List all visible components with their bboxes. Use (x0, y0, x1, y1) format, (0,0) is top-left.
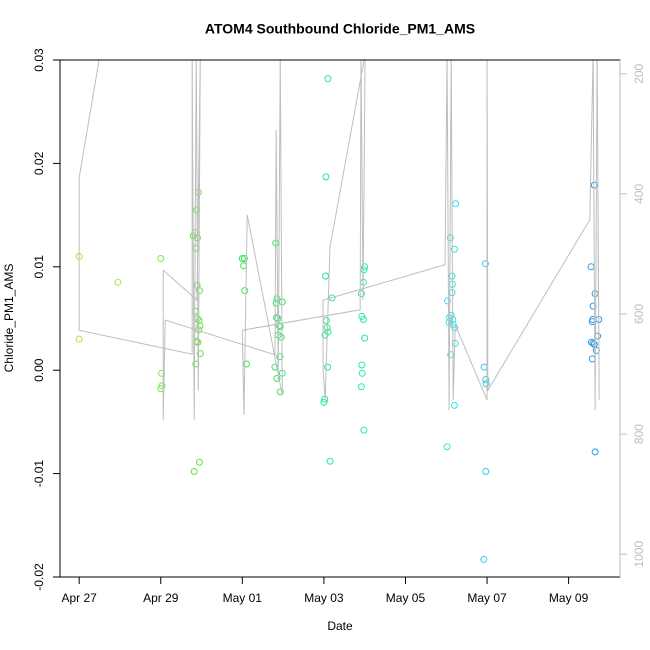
data-point (273, 374, 281, 382)
y-tick-label: 0.01 (32, 255, 46, 279)
x-tick-label: Apr 29 (143, 591, 179, 605)
y-tick-label: -0.02 (32, 563, 46, 591)
data-point (360, 266, 368, 274)
data-point (196, 350, 204, 358)
data-point (195, 287, 203, 295)
data-point (328, 294, 336, 302)
data-point (591, 448, 599, 456)
data-point (324, 363, 332, 371)
data-point (480, 555, 488, 563)
data-point (114, 278, 122, 286)
data-point (158, 382, 166, 390)
y2-tick-label: 800 (632, 424, 646, 444)
data-point (450, 245, 458, 253)
data-point (321, 331, 329, 339)
x-tick-label: May 07 (467, 591, 507, 605)
y2-tick-label: 600 (632, 304, 646, 324)
data-point (322, 173, 330, 181)
data-point (276, 353, 284, 361)
data-point (359, 316, 367, 324)
y2-tick-label: 400 (632, 184, 646, 204)
data-point (357, 290, 365, 298)
data-point (273, 313, 281, 321)
y-tick-label: 0.02 (32, 151, 46, 175)
data-point (320, 398, 328, 406)
y2-tick-label: 200 (632, 63, 646, 83)
data-point (358, 361, 366, 369)
data-point (452, 200, 460, 208)
x-tick-label: Apr 27 (61, 591, 97, 605)
data-point (443, 443, 451, 451)
y-tick-label: -0.01 (32, 460, 46, 488)
data-point (75, 335, 83, 343)
data-point (443, 297, 451, 305)
plot-area (75, 60, 603, 563)
y-axis-label: Chloride_PM1_AMS (2, 264, 16, 373)
data-point (324, 75, 332, 83)
pressure-line (78, 60, 600, 421)
data-point (195, 458, 203, 466)
y2-tick-label: 1000 (632, 541, 646, 568)
data-point (482, 380, 490, 388)
data-point (361, 263, 369, 271)
data-point (278, 298, 286, 306)
x-tick-label: May 01 (223, 591, 263, 605)
y-tick-label: 0.00 (32, 358, 46, 382)
data-point (481, 260, 489, 268)
data-point (482, 468, 490, 476)
data-point (589, 339, 597, 347)
x-tick-label: May 09 (549, 591, 589, 605)
data-point (358, 369, 366, 377)
data-point (322, 272, 330, 280)
data-point (190, 468, 198, 476)
data-point (361, 334, 369, 342)
x-tick-label: May 03 (304, 591, 344, 605)
data-point (276, 388, 284, 396)
x-axis-label: Date (327, 619, 353, 633)
data-point (360, 426, 368, 434)
data-point (448, 289, 456, 297)
data-point (238, 255, 246, 263)
data-point (357, 383, 365, 391)
chart-title: ATOM4 Southbound Chloride_PM1_AMS (205, 21, 475, 37)
data-point (157, 255, 165, 263)
data-point (447, 351, 455, 359)
y-tick-label: 0.03 (32, 48, 46, 72)
x-tick-label: May 05 (386, 591, 426, 605)
data-point (326, 457, 334, 465)
data-point (273, 295, 281, 303)
data-point (241, 287, 249, 295)
data-point (482, 376, 490, 384)
data-point (450, 401, 458, 409)
data-point (196, 322, 204, 330)
data-point (240, 255, 248, 263)
